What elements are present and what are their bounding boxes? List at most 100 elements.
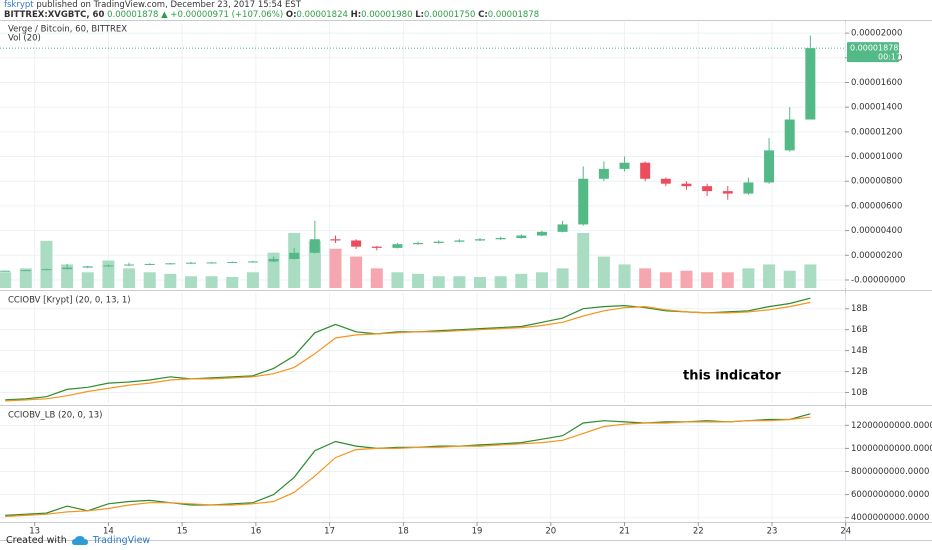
ohlc-value: 0.00001878 bbox=[487, 10, 540, 20]
ohlc-label: C: bbox=[478, 10, 488, 20]
y-tick-label: -0.00000000 bbox=[851, 275, 905, 285]
created-with: Created with bbox=[6, 535, 67, 546]
y-tick-label: 16B bbox=[851, 325, 868, 335]
candle-body bbox=[289, 252, 300, 259]
volume-bar bbox=[370, 268, 383, 288]
volume-bar bbox=[432, 276, 445, 288]
x-tick-label: 13 bbox=[29, 527, 40, 537]
candle-body bbox=[764, 150, 775, 183]
footer: Created with TradingView bbox=[6, 535, 150, 546]
volume-bar bbox=[412, 273, 425, 288]
y-tick-label: 0.00000600 bbox=[851, 201, 902, 211]
volume-bar bbox=[226, 277, 239, 288]
y-tick-label: 0.00001400 bbox=[851, 103, 902, 113]
price-tag bbox=[847, 42, 899, 63]
volume-bar bbox=[494, 276, 507, 288]
y-tick-label: 0.00001000 bbox=[851, 152, 902, 162]
indicator-line bbox=[5, 297, 811, 401]
candle-body bbox=[557, 224, 568, 232]
candle-body bbox=[475, 239, 486, 241]
volume-bar bbox=[329, 248, 342, 288]
candle-body bbox=[392, 244, 403, 248]
pane-title: CCIOBV_LB (20, 0, 13) bbox=[8, 411, 102, 421]
volume-bar bbox=[40, 240, 53, 288]
y-tick-label: 8000000000.0000 bbox=[851, 467, 929, 477]
candle-body bbox=[743, 182, 754, 194]
candle-body bbox=[433, 241, 444, 243]
brand[interactable]: TradingView bbox=[92, 535, 151, 546]
y-tick-label: 14B bbox=[851, 346, 868, 356]
author[interactable]: fskrypt bbox=[4, 0, 34, 10]
countdown: 00:17 bbox=[878, 53, 901, 62]
y-tick-label: 18B bbox=[851, 304, 868, 314]
x-tick-label: 15 bbox=[177, 527, 188, 537]
candle-body bbox=[578, 178, 589, 225]
last-price: 0.00001878 bbox=[107, 10, 159, 20]
volume-bar bbox=[19, 268, 32, 288]
brand-logo bbox=[71, 535, 88, 545]
change: ▲ +0.00000971 (+107.06%) bbox=[161, 10, 284, 20]
candle-body bbox=[536, 231, 547, 236]
candle-body bbox=[371, 246, 382, 248]
volume-bar bbox=[742, 268, 755, 288]
indicator-line bbox=[5, 301, 811, 402]
volume-bar bbox=[81, 272, 94, 288]
x-tick-label: 23 bbox=[767, 527, 778, 537]
volume-bar bbox=[267, 252, 280, 288]
volume-bar bbox=[246, 272, 259, 288]
candle-body bbox=[413, 242, 424, 245]
candle-body bbox=[103, 265, 114, 267]
volume-bar bbox=[164, 273, 177, 288]
volume-bar bbox=[763, 264, 776, 288]
y-tick-label: 10000000000.0000 bbox=[851, 444, 932, 454]
ohlc-value: 0.00001750 bbox=[424, 10, 476, 20]
candle-body bbox=[805, 48, 816, 120]
candle-body bbox=[351, 240, 362, 247]
x-tick-label: 17 bbox=[324, 527, 335, 537]
volume-bar bbox=[597, 256, 610, 288]
candle-body bbox=[0, 270, 11, 272]
volume-bar bbox=[659, 272, 672, 288]
x-tick-label: 21 bbox=[619, 527, 630, 537]
volume-bar bbox=[535, 272, 548, 288]
candle-body bbox=[640, 162, 651, 179]
y-tick-label: 12B bbox=[851, 367, 868, 377]
y-tick-label: 0.00000400 bbox=[851, 226, 902, 236]
candle-body bbox=[784, 119, 795, 151]
volume-bar bbox=[474, 277, 487, 288]
candle-body bbox=[619, 162, 630, 169]
x-tick-label: 18 bbox=[398, 527, 409, 537]
volume-bar bbox=[701, 272, 714, 288]
volume-bar bbox=[639, 268, 652, 288]
x-tick-label: 24 bbox=[840, 527, 851, 537]
x-tick-label: 14 bbox=[103, 527, 114, 537]
pane-subtitle: Vol (20) bbox=[8, 34, 41, 44]
annotation: this indicator bbox=[683, 369, 781, 384]
volume-bar bbox=[556, 268, 569, 288]
volume-bar bbox=[0, 272, 12, 288]
volume-bar bbox=[577, 233, 590, 288]
candle-body bbox=[702, 186, 713, 192]
volume-bar bbox=[721, 272, 734, 288]
volume-bar bbox=[143, 272, 156, 288]
volume-bar bbox=[102, 260, 115, 288]
x-tick-label: 16 bbox=[250, 527, 261, 537]
ohlc-value: 0.00001824 bbox=[296, 10, 348, 20]
ohlc-label: H: bbox=[350, 10, 362, 20]
ohlc-label: O: bbox=[285, 10, 297, 20]
candle-body bbox=[330, 239, 341, 241]
candle-body bbox=[598, 168, 609, 179]
published: published on TradingView.com, December 2… bbox=[36, 0, 301, 10]
y-tick-label: 12000000000.0000 bbox=[851, 421, 932, 431]
y-tick-label: 6000000000.0000 bbox=[851, 490, 929, 500]
x-tick-label: 19 bbox=[472, 527, 483, 537]
candle-body bbox=[41, 269, 52, 271]
candle-body bbox=[82, 266, 93, 268]
candle-body bbox=[681, 183, 692, 187]
candle-body bbox=[62, 267, 73, 270]
volume-bar bbox=[783, 270, 796, 288]
candle-body bbox=[516, 235, 527, 239]
